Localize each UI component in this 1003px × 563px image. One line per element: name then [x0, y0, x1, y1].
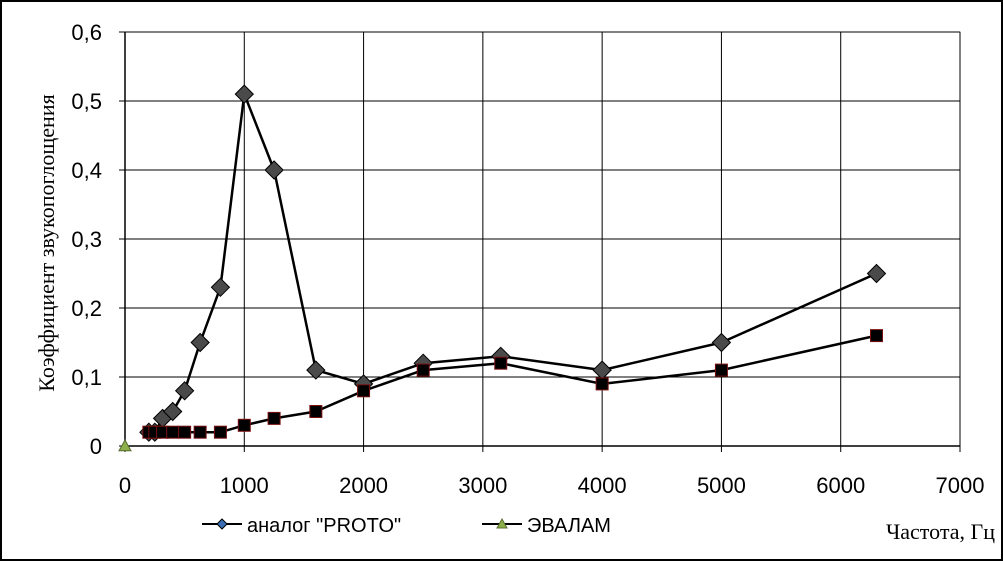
series-2-point — [166, 425, 180, 439]
legend-marker-2 — [496, 517, 508, 529]
x-tick-label: 1000 — [220, 473, 269, 498]
series-1-point — [190, 332, 210, 353]
x-tick-label: 4000 — [578, 473, 627, 498]
series-1-line — [148, 92, 878, 434]
y-tick-label: 0,2 — [71, 296, 102, 321]
series-2-point — [237, 418, 251, 432]
legend-marker-1 — [216, 518, 228, 530]
series-2-point — [267, 411, 281, 425]
legend-layer: аналог "PROTO" ЭВАЛАМ — [202, 515, 611, 537]
axis-layer: 0 0,1 0,2 0,3 0,4 0,5 0,6 0 1000 2000 3000 4000 5000… — [71, 20, 984, 498]
series-1-point — [163, 401, 183, 422]
series-2-point — [309, 405, 323, 418]
y-tick-label: 0,4 — [71, 158, 102, 183]
series-2-point — [595, 377, 609, 391]
y-axis-title: Коэффициент звукопоглощения — [34, 94, 59, 391]
series-2-point — [178, 425, 192, 439]
x-tick-label: 7000 — [936, 473, 985, 498]
y-tick-label: 0 — [90, 434, 102, 459]
series-2-point — [870, 329, 883, 343]
x-tick-label: 6000 — [816, 473, 865, 498]
series-1-point — [711, 332, 732, 353]
series-1-point — [210, 277, 231, 298]
y-tick-label: 0,1 — [71, 365, 102, 390]
series-2-line — [148, 334, 877, 434]
x-tick-label: 2000 — [339, 473, 388, 498]
series-1-point — [234, 84, 254, 104]
y-tick-label: 0,6 — [71, 20, 102, 45]
series-2-point — [416, 363, 430, 377]
series-1-point — [592, 360, 612, 380]
x-tick-label: 5000 — [697, 473, 746, 498]
series-2-point — [357, 384, 371, 398]
series-3 — [118, 438, 132, 452]
series-2-point — [714, 363, 728, 377]
legend-label-1: аналог "PROTO" — [247, 515, 401, 537]
series-layer — [118, 84, 887, 452]
series-1-point — [306, 360, 326, 380]
series-2-point — [494, 356, 508, 370]
x-tick-label: 0 — [119, 473, 131, 498]
series-1-point — [264, 160, 284, 180]
series-1-point — [866, 263, 887, 284]
x-axis-title: Частота, Гц — [886, 519, 995, 544]
x-tick-label: 3000 — [458, 473, 507, 498]
y-tick-label: 0,5 — [71, 89, 102, 114]
series-3-point — [118, 438, 132, 452]
series-1-point — [174, 381, 195, 401]
legend-label-2: ЭВАЛАМ — [527, 515, 611, 537]
series-2-point — [213, 425, 227, 439]
y-tick-label: 0,3 — [71, 227, 102, 252]
series-2 — [142, 329, 883, 439]
series-1 — [139, 84, 887, 442]
series-2-point — [193, 425, 207, 439]
